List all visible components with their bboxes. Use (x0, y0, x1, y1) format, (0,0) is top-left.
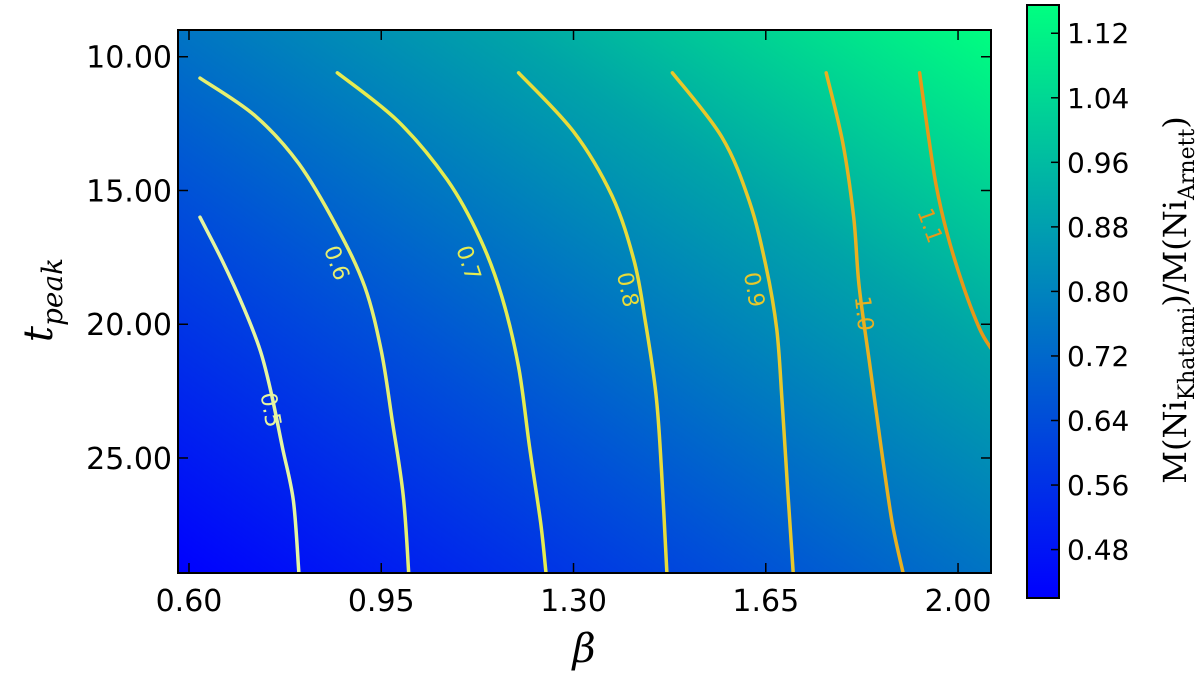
colorbar-tick-label: 1.04 (1067, 82, 1129, 115)
cbar-label-mid: )/M(Ni (1156, 200, 1194, 307)
x-axis: 0.60 0.95 1.30 1.65 2.00 (156, 30, 992, 619)
x-tick-label: 2.00 (925, 584, 992, 619)
x-tick-label: 1.65 (732, 584, 799, 619)
colorbar-tick-label: 0.56 (1067, 469, 1129, 502)
contour-label-text: 0.5 (255, 391, 286, 430)
colorbar-tick-label: 1.12 (1067, 17, 1129, 50)
x-tick-label: 0.60 (156, 584, 223, 619)
contour-line-1.1 (917, 71, 991, 351)
contour-line-0.9 (670, 71, 795, 573)
cbar-label-sub2: Arnett (1175, 129, 1200, 201)
y-axis-label: tpeak (16, 258, 69, 342)
contour-label-0.5: 0.5 (255, 391, 286, 430)
cbar-label-sub1: Khatami (1175, 307, 1200, 401)
contour-line-0.6 (198, 76, 411, 573)
colorbar (1026, 4, 1060, 599)
contour-line-0.5 (198, 215, 301, 573)
colorbar-ticks: 0.48 0.56 0.64 0.72 0.80 0.88 0.96 1.04 1.12 (1051, 17, 1129, 567)
y-axis: 10.00 15.00 20.00 25.00 (86, 41, 991, 477)
svg-text:tpeak: tpeak (16, 258, 69, 342)
y-tick-label: 15.00 (86, 174, 172, 209)
colorbar-tick-label: 0.80 (1067, 275, 1129, 308)
heatmap-field (178, 30, 991, 573)
contour-label-text: 1.0 (849, 295, 878, 332)
colorbar-tick-label: 0.64 (1067, 405, 1129, 438)
colorbar-tick-label: 0.96 (1067, 146, 1129, 179)
contour-label-text: 0.9 (738, 270, 769, 309)
cbar-label-lead: M(Ni (1156, 400, 1194, 483)
contour-label-1.0: 1.0 (849, 295, 878, 332)
y-tick-label: 20.00 (86, 308, 172, 343)
contour-group (198, 71, 991, 573)
x-tick-label: 1.30 (540, 584, 607, 619)
colorbar-label: M(NiKhatami)/M(NiArnett) (1156, 116, 1200, 484)
contour-label-0.9: 0.9 (738, 270, 769, 309)
colorbar-tick-label: 0.88 (1067, 211, 1129, 244)
y-tick-label: 25.00 (86, 442, 172, 477)
x-axis-label: β (570, 626, 595, 672)
cbar-label-tail: ) (1156, 116, 1194, 128)
plot-frame (177, 29, 992, 574)
contour-line-0.7 (335, 71, 548, 573)
y-axis-label-sub: peak (36, 258, 69, 326)
svg-text:M(NiKhatami)/M(NiArnett): M(NiKhatami)/M(NiArnett) (1156, 116, 1200, 484)
colorbar-tick-label: 0.48 (1067, 534, 1129, 567)
y-tick-label: 10.00 (86, 41, 172, 76)
contour-line-0.8 (516, 71, 669, 573)
y-axis-label-main: t (16, 325, 62, 342)
colorbar-tick-label: 0.72 (1067, 340, 1129, 373)
contour-line-1.0 (824, 71, 905, 573)
x-tick-label: 0.95 (348, 584, 415, 619)
